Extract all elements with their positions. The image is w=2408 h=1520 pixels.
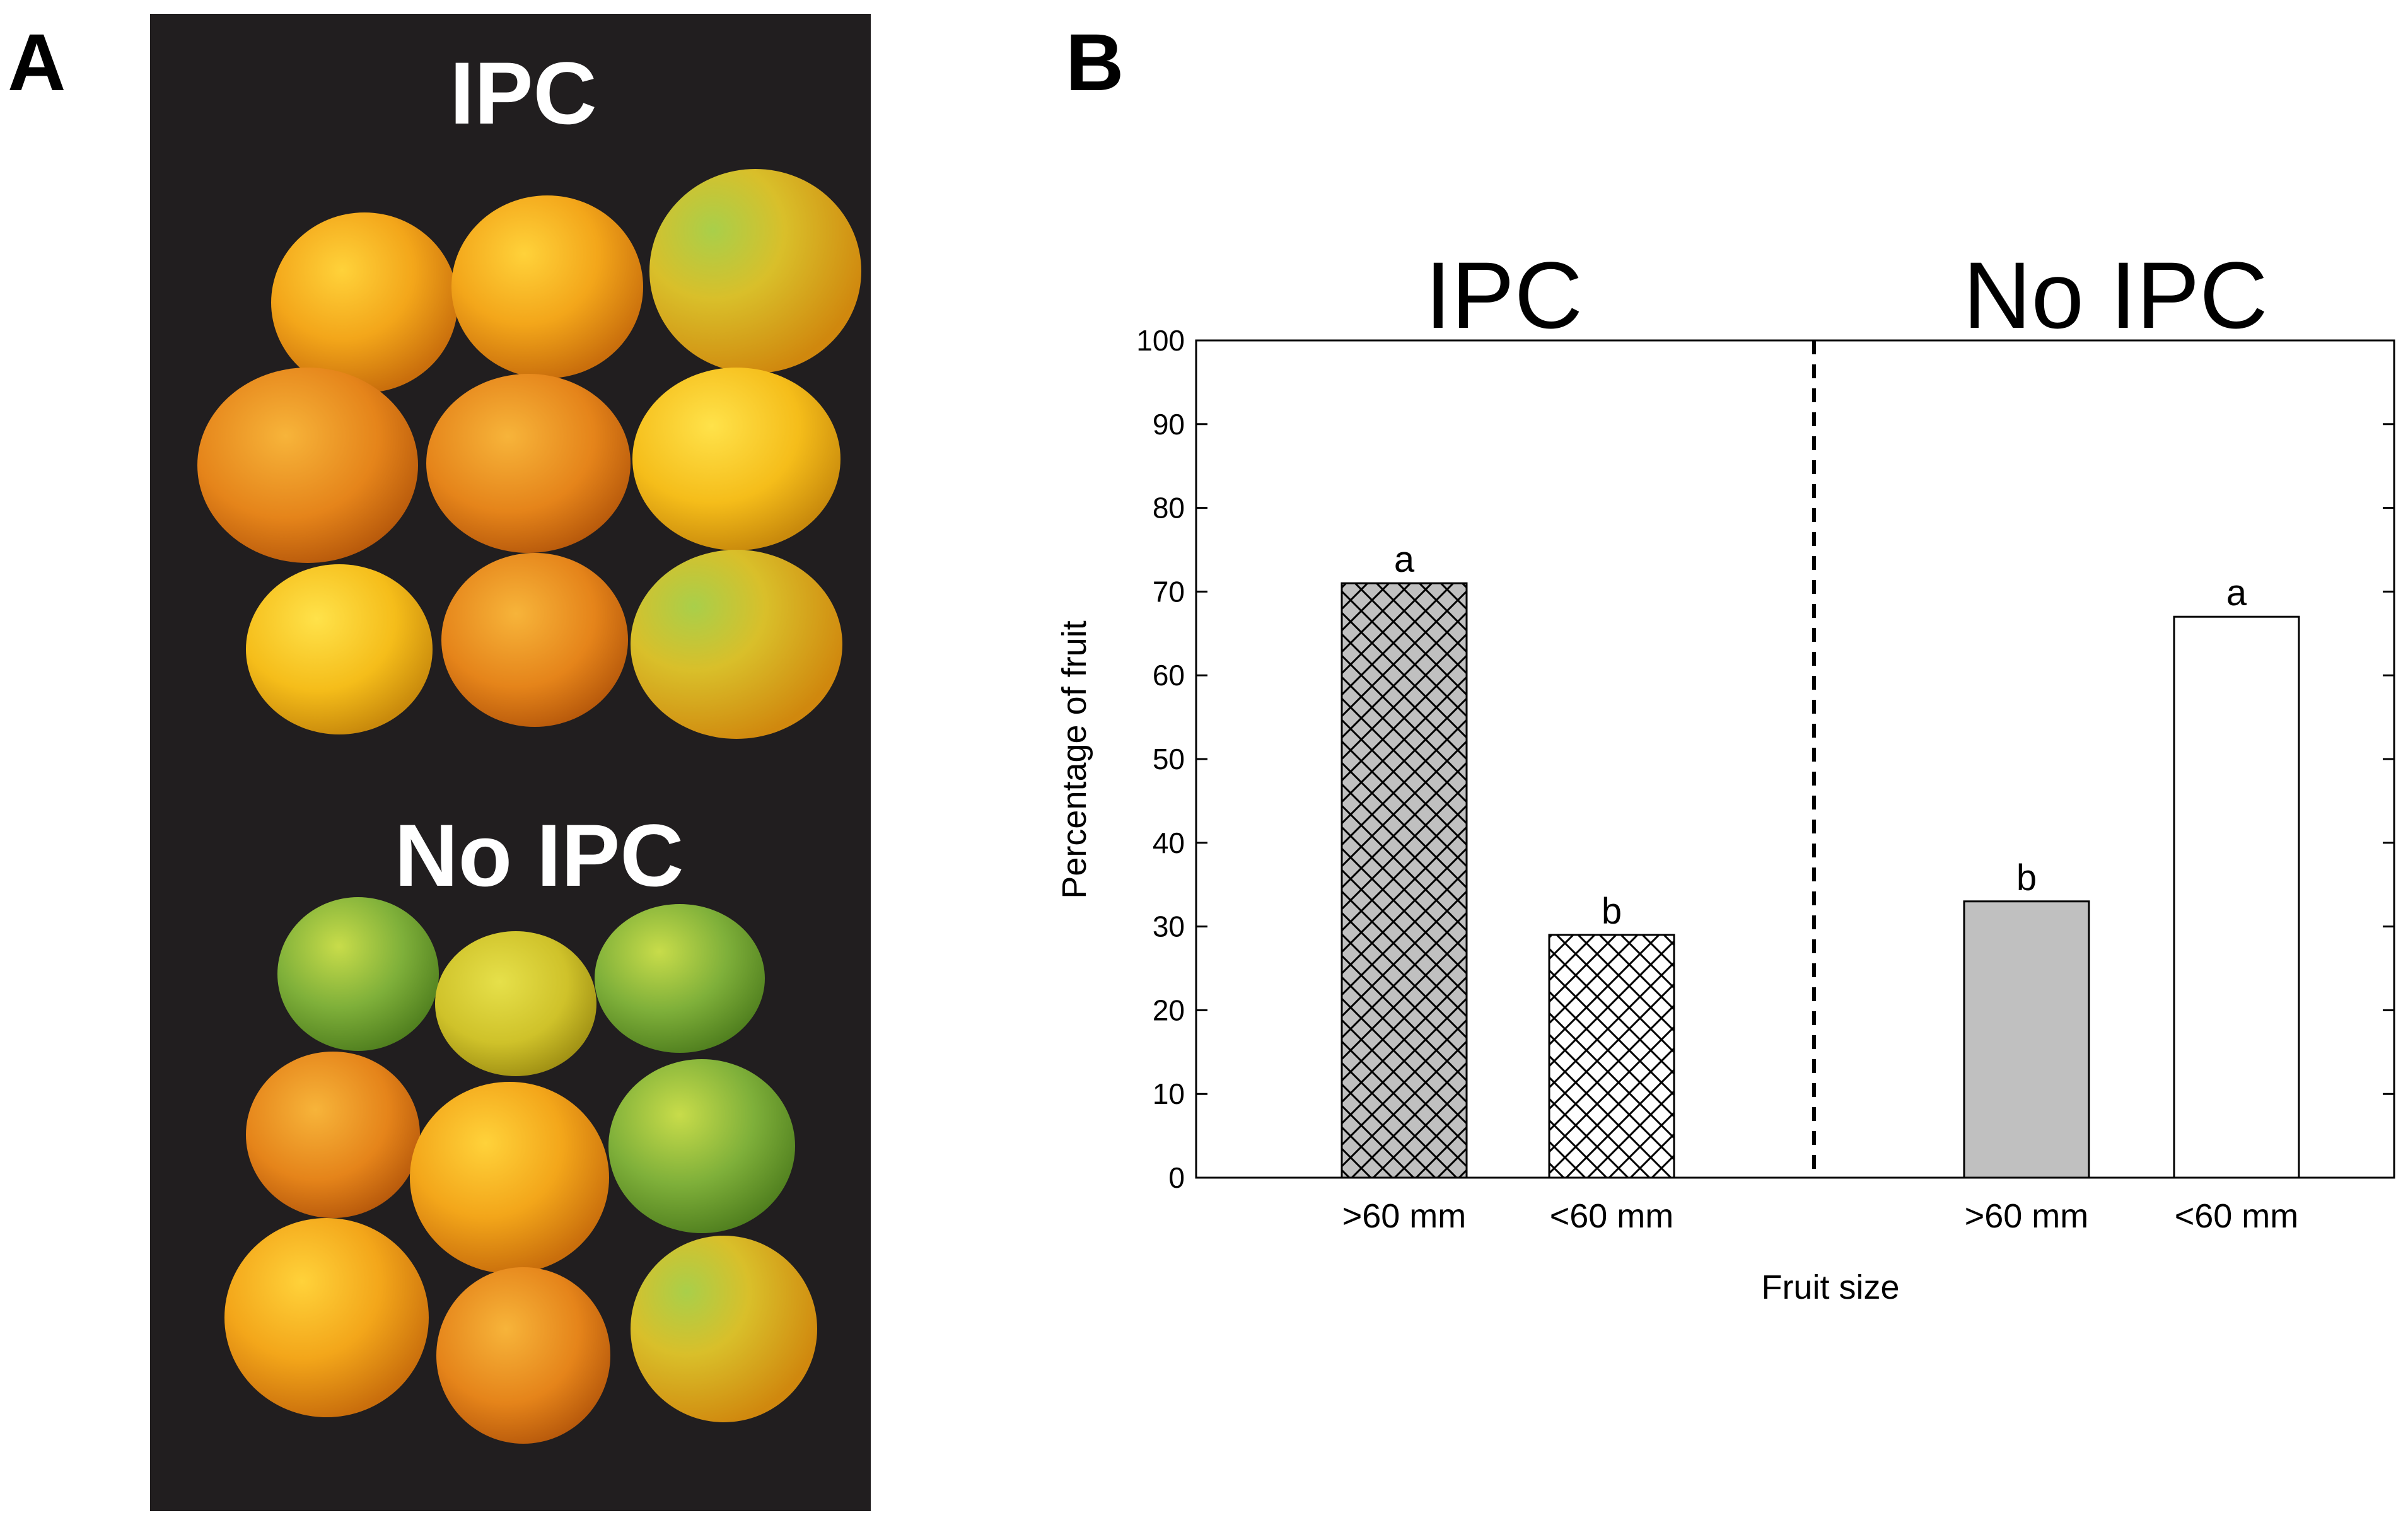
y-tick-label: 40 — [1153, 827, 1185, 859]
significance-letter: a — [1394, 539, 1415, 580]
y-tick-label: 30 — [1153, 910, 1185, 943]
fruit — [277, 897, 439, 1051]
x-tick-label: >60 mm — [1342, 1197, 1467, 1235]
fruit — [197, 368, 418, 563]
x-tick-label: >60 mm — [1965, 1197, 2089, 1235]
group-label-ipc: IPC — [1425, 242, 1583, 348]
bar — [1341, 582, 1468, 1179]
fruit — [631, 1236, 817, 1422]
x-axis-label: Fruit size — [1761, 1268, 1899, 1306]
y-axis-label: Percentage of fruit — [1056, 620, 1093, 898]
fruit — [441, 553, 628, 727]
fruit — [595, 904, 765, 1053]
fruit — [632, 368, 840, 550]
bar — [2173, 615, 2300, 1179]
bar — [1548, 934, 1675, 1179]
fruit — [271, 212, 458, 393]
photo-label-ipc: IPC — [450, 44, 596, 142]
x-tick-label: <60 mm — [1550, 1197, 1674, 1235]
significance-letter: a — [2226, 572, 2247, 613]
y-tick-label: 70 — [1153, 575, 1185, 608]
y-tick-label: 60 — [1153, 659, 1185, 692]
y-tick-label: 20 — [1153, 994, 1185, 1026]
y-tick-label: 80 — [1153, 492, 1185, 525]
fruit — [631, 550, 842, 739]
bar — [1963, 900, 2090, 1179]
group-label-no-ipc: No IPC — [1963, 242, 2267, 348]
panel-b-label: B — [1066, 18, 1124, 108]
fruit — [426, 374, 631, 553]
y-tick-label: 100 — [1136, 324, 1185, 357]
significance-letter: b — [2016, 857, 2037, 898]
y-tick-label: 90 — [1153, 408, 1185, 441]
y-tick-label: 0 — [1168, 1161, 1185, 1194]
panel-a-label: A — [8, 18, 66, 108]
significance-letter: b — [1602, 891, 1622, 932]
no-ipc-fruit-group — [224, 897, 817, 1444]
ipc-fruit-group — [197, 169, 861, 739]
fruit — [436, 1267, 610, 1444]
fruit — [246, 564, 433, 734]
fruit — [451, 195, 643, 378]
fruit — [246, 1052, 420, 1218]
photo-label-no-ipc: No IPC — [395, 806, 684, 905]
y-tick-label: 50 — [1153, 743, 1185, 775]
fruit — [224, 1218, 429, 1417]
fruit — [649, 169, 861, 373]
x-tick-label: <60 mm — [2175, 1197, 2299, 1235]
fruit — [435, 931, 596, 1076]
y-tick-label: 10 — [1153, 1077, 1185, 1110]
fruit — [410, 1082, 609, 1273]
fruit — [608, 1059, 795, 1233]
